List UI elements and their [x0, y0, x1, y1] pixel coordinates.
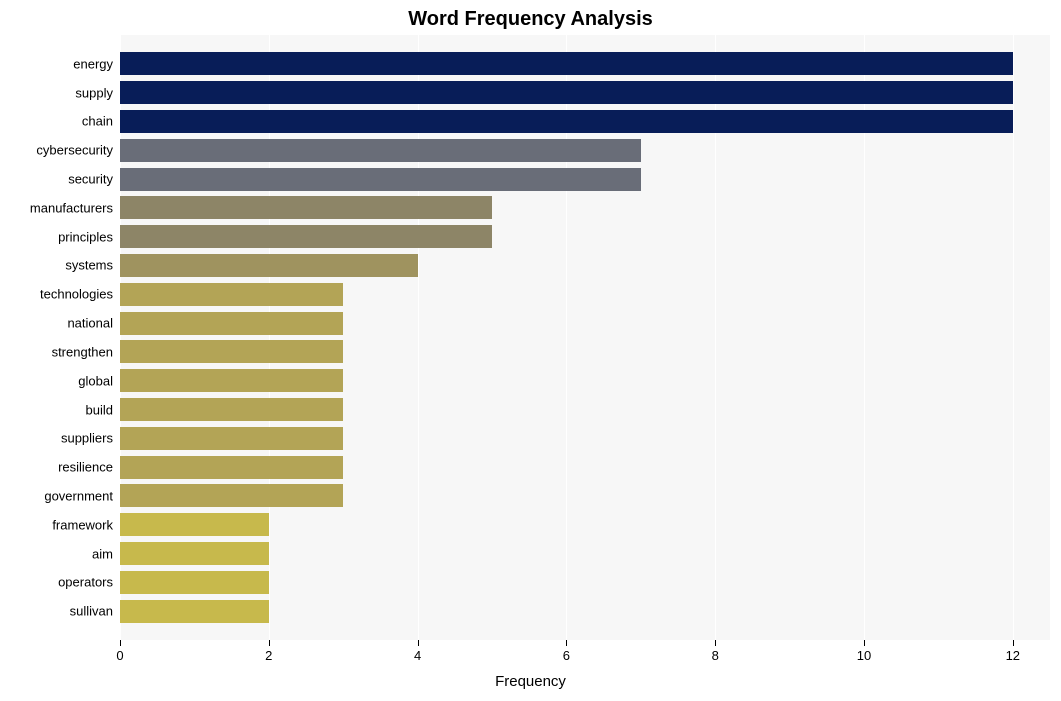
y-tick-label: national — [67, 316, 113, 331]
y-tick-label: cybersecurity — [36, 143, 113, 158]
gridline — [1013, 35, 1014, 640]
bar — [120, 312, 343, 335]
bar — [120, 427, 343, 450]
x-tick — [269, 640, 270, 646]
y-tick-label: framework — [52, 517, 113, 532]
x-tick — [864, 640, 865, 646]
y-tick-label: chain — [82, 114, 113, 129]
x-tick — [120, 640, 121, 646]
bar — [120, 110, 1013, 133]
bar — [120, 369, 343, 392]
y-tick-label: aim — [92, 546, 113, 561]
y-tick-label: strengthen — [52, 344, 113, 359]
x-tick-label: 10 — [857, 648, 871, 663]
bar — [120, 139, 641, 162]
y-tick-label: global — [78, 373, 113, 388]
bar — [120, 398, 343, 421]
y-tick-label: suppliers — [61, 431, 113, 446]
chart-container: Word Frequency Analysis Frequency 0 2 4 6 8 1… — [0, 0, 1061, 701]
y-tick-label: technologies — [40, 287, 113, 302]
y-tick-label: security — [68, 172, 113, 187]
x-tick-label: 4 — [414, 648, 421, 663]
bar — [120, 571, 269, 594]
y-tick-label: operators — [58, 575, 113, 590]
bar — [120, 168, 641, 191]
x-tick — [566, 640, 567, 646]
y-tick-label: energy — [73, 56, 113, 71]
y-tick-label: supply — [75, 85, 113, 100]
bar — [120, 81, 1013, 104]
x-tick — [715, 640, 716, 646]
x-tick — [418, 640, 419, 646]
x-tick-label: 8 — [712, 648, 719, 663]
bar — [120, 283, 343, 306]
bar — [120, 52, 1013, 75]
y-tick-label: manufacturers — [30, 200, 113, 215]
bar — [120, 196, 492, 219]
y-tick-label: principles — [58, 229, 113, 244]
y-tick-label: sullivan — [70, 604, 113, 619]
plot-area — [120, 35, 1050, 640]
x-axis-label: Frequency — [0, 673, 1061, 690]
y-tick-label: resilience — [58, 460, 113, 475]
y-tick-label: systems — [65, 258, 113, 273]
bar — [120, 484, 343, 507]
x-tick-label: 0 — [116, 648, 123, 663]
bar — [120, 456, 343, 479]
bar — [120, 254, 418, 277]
x-tick-label: 6 — [563, 648, 570, 663]
bar — [120, 542, 269, 565]
bar — [120, 225, 492, 248]
bar — [120, 340, 343, 363]
x-tick — [1013, 640, 1014, 646]
bar — [120, 600, 269, 623]
y-tick-label: build — [86, 402, 113, 417]
bar — [120, 513, 269, 536]
chart-title: Word Frequency Analysis — [0, 8, 1061, 31]
y-tick-label: government — [44, 488, 113, 503]
x-tick-label: 12 — [1006, 648, 1020, 663]
x-tick-label: 2 — [265, 648, 272, 663]
